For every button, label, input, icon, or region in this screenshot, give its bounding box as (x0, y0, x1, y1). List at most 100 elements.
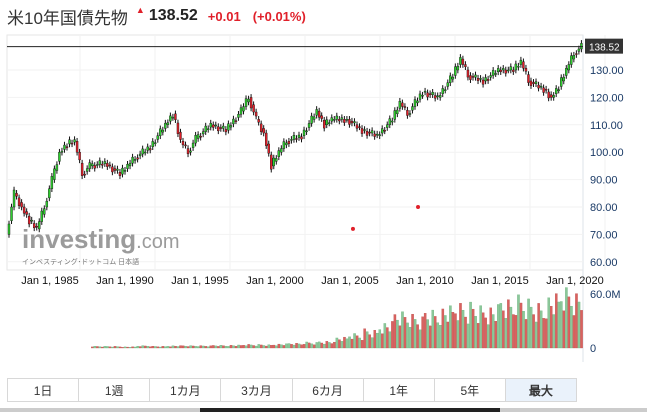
candle (224, 129, 228, 133)
candle (350, 120, 354, 124)
volume-bar (118, 346, 122, 349)
volume-bar (199, 345, 202, 349)
candle (27, 215, 31, 225)
range-tab-7[interactable]: 最大 (505, 379, 576, 401)
volume-bar (469, 301, 472, 349)
candle (290, 139, 293, 141)
volume-bar (499, 303, 503, 349)
volume-bar (398, 325, 402, 349)
volume-bar (396, 319, 399, 349)
candle (469, 75, 472, 80)
candle (428, 93, 432, 95)
volume-bar (265, 345, 268, 349)
x-tick-label: Jan 1, 2010 (396, 275, 454, 287)
candle (121, 167, 124, 175)
candle (401, 102, 404, 107)
volume-bar (408, 327, 412, 349)
range-tab-2[interactable]: 1カ月 (150, 379, 222, 401)
y-tick-label: 70.00 (590, 229, 618, 241)
candle (174, 113, 177, 120)
range-tab-3[interactable]: 3カ月 (221, 379, 293, 401)
candle (262, 128, 265, 134)
volume-bar (502, 310, 505, 349)
candle (542, 87, 545, 93)
candle (302, 129, 306, 136)
candle (433, 95, 437, 99)
volume-bar (224, 345, 228, 349)
volume-bar (126, 346, 129, 349)
candle (471, 76, 475, 78)
range-tab-6[interactable]: 5年 (435, 379, 506, 401)
volume-bar (413, 319, 417, 349)
candle (217, 126, 220, 132)
volume-bar (406, 322, 409, 349)
candle (396, 109, 399, 115)
volume-bar (207, 346, 210, 349)
volume-bar (492, 314, 495, 349)
candle (512, 69, 515, 72)
candle (181, 141, 185, 146)
candle (388, 118, 391, 126)
candle (232, 118, 235, 125)
candle (517, 65, 520, 68)
candle (17, 197, 21, 206)
candle (406, 109, 409, 116)
candle (184, 144, 187, 147)
volume-bar (489, 307, 492, 349)
volume-bar (237, 344, 240, 349)
volume-bar (333, 341, 336, 349)
range-tab-1[interactable]: 1週 (79, 379, 151, 401)
scrollbar-thumb[interactable] (200, 408, 500, 412)
volume-bar (166, 346, 170, 349)
candle (199, 136, 202, 138)
candle (557, 89, 560, 91)
candle (70, 142, 74, 145)
candle (373, 133, 376, 137)
volume-bar (280, 344, 283, 349)
volume-tick-label: 60.0M (590, 289, 621, 301)
volume-bar (295, 343, 298, 349)
candle (544, 88, 548, 91)
range-tab-4[interactable]: 6カ月 (293, 379, 364, 401)
candle (151, 141, 154, 147)
watermark-subtitle: インベスティング･ドットコム 日本語 (22, 257, 139, 266)
candle (555, 88, 558, 94)
volume-bar (131, 346, 134, 349)
volume-bar (174, 345, 177, 349)
candle (156, 135, 159, 140)
volume-bar (191, 345, 195, 349)
candle (179, 131, 182, 140)
candle (497, 68, 500, 73)
volume-bar (534, 321, 538, 349)
price-chart[interactable]: investing.com インベスティング･ドットコム 日本語 130.00 1… (0, 0, 647, 370)
current-price-label: 138.52 (589, 43, 620, 54)
candle (275, 158, 278, 162)
candle (522, 61, 525, 69)
candle (93, 165, 96, 169)
volume-bar (391, 321, 394, 349)
range-tab-0[interactable]: 1日 (8, 379, 80, 401)
candle (80, 162, 84, 176)
volume-bar (320, 342, 324, 349)
candle (295, 138, 298, 140)
candle (368, 131, 371, 134)
candle (436, 95, 439, 97)
volume-bar (519, 302, 523, 349)
candle (161, 129, 165, 133)
volume-bar (270, 345, 273, 349)
logo-text: investing.com (22, 224, 179, 254)
volume-bar (476, 323, 480, 349)
volume-bar (411, 313, 414, 349)
volume-bar (202, 345, 205, 349)
volume-bar (159, 346, 162, 349)
candle (323, 120, 326, 129)
volume-bar (121, 347, 124, 349)
y-tick-label: 110.00 (590, 120, 623, 132)
candle (116, 168, 119, 171)
volume-bar (454, 313, 457, 349)
scrollbar[interactable] (0, 408, 647, 412)
range-tab-5[interactable]: 1年 (364, 379, 435, 401)
volume-bar (133, 346, 137, 349)
candle (83, 173, 86, 176)
volume-bar (310, 343, 313, 349)
